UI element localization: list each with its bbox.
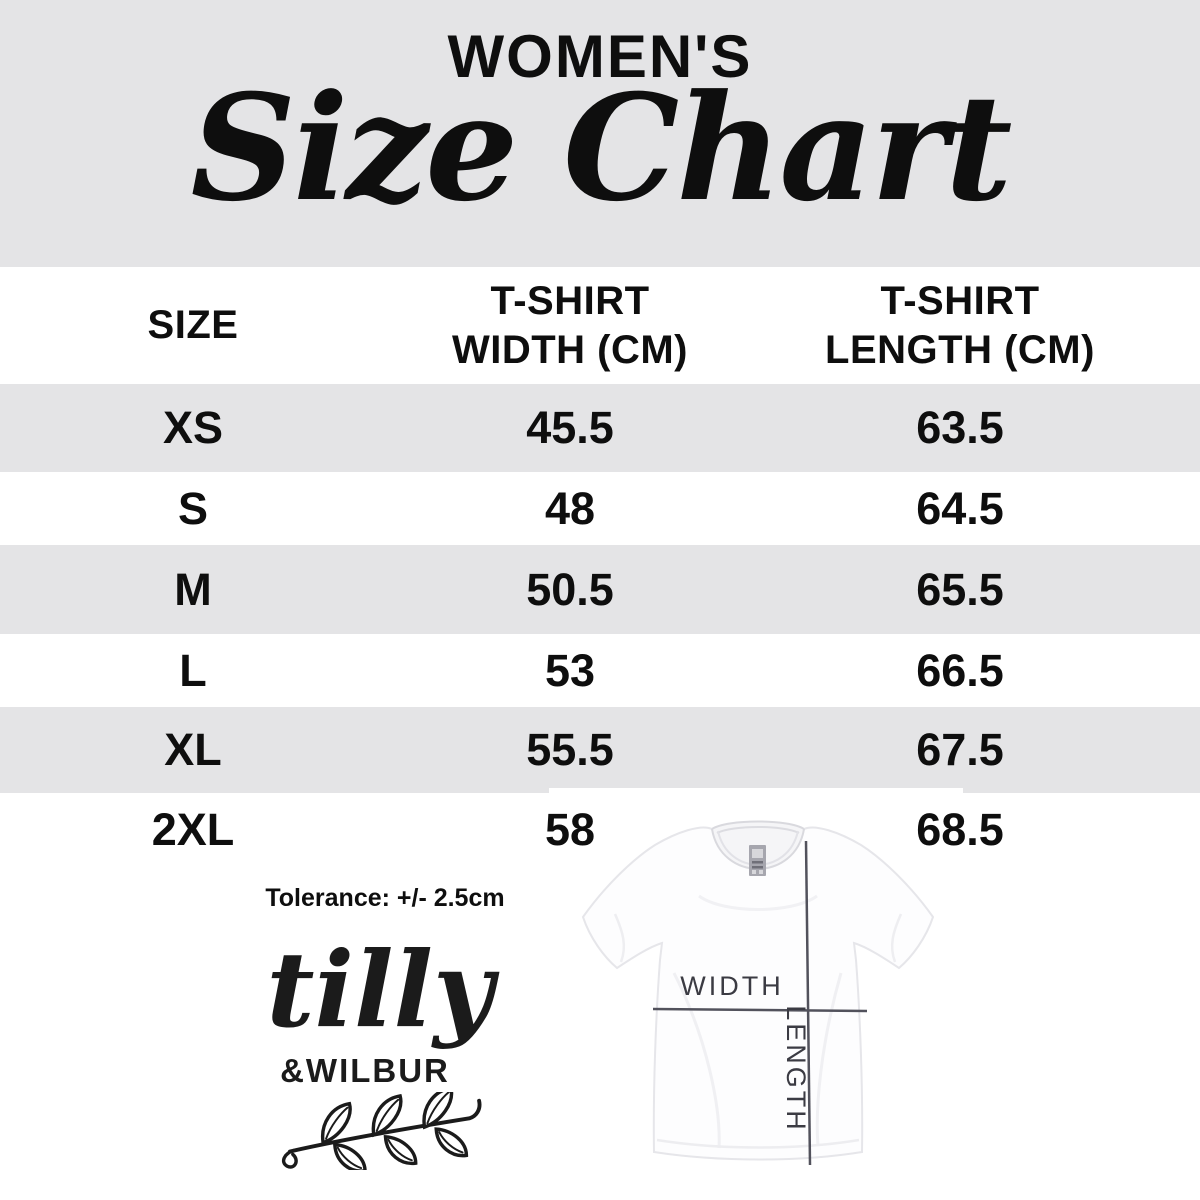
width-cell: 53 — [544, 644, 596, 696]
length-label: LENGTH — [781, 1005, 811, 1133]
header-size-line1: SIZE — [147, 303, 239, 347]
header-width-line2: WIDTH (CM) — [451, 327, 689, 372]
page-title: Size Chart — [190, 63, 1013, 234]
length-cell: 66.5 — [916, 644, 1004, 696]
header-length-line2: LENGTH (CM) — [825, 327, 1095, 372]
header-length-line1: T-SHIRT — [880, 278, 1040, 323]
width-cell: 48 — [544, 482, 596, 534]
row-band-xl — [0, 707, 1200, 793]
table-row: S 48 64.5 — [0, 472, 1166, 545]
neck-label — [749, 845, 766, 876]
row-band-m — [0, 545, 1200, 634]
width-label: WIDTH — [680, 971, 783, 1001]
header-width: T-SHIRT WIDTH (CM) — [386, 267, 754, 384]
size-cell: L — [179, 644, 207, 696]
tshirt-diagram: WIDTH LENGTH — [549, 788, 963, 1200]
size-cell: 2XL — [151, 804, 235, 855]
width-measure-line — [652, 1007, 868, 1013]
title-kicker: WOMEN'S — [447, 23, 753, 90]
length-measure-line — [804, 840, 812, 1166]
table-header-row: SIZE T-SHIRT WIDTH (CM) T-SHIRT LENGTH (… — [0, 267, 1166, 384]
size-cell: S — [177, 482, 208, 534]
tshirt-body — [581, 826, 935, 1161]
header-size: SIZE — [0, 267, 386, 384]
title-band — [0, 0, 1200, 267]
brand-logo-caps: &WILBUR — [280, 1052, 450, 1089]
header-width-line1: T-SHIRT — [490, 278, 650, 323]
header-length: T-SHIRT LENGTH (CM) — [754, 267, 1166, 384]
table-row: L 53 66.5 — [0, 634, 1166, 707]
tolerance-note: Tolerance: +/- 2.5cm — [265, 884, 505, 912]
brand-logo-script: tilly — [266, 928, 494, 1051]
row-band-xs — [0, 384, 1200, 472]
tshirt-image: WIDTH LENGTH — [581, 820, 935, 1166]
length-cell: 64.5 — [916, 482, 1004, 534]
laurel-branch-icon — [278, 1086, 493, 1175]
